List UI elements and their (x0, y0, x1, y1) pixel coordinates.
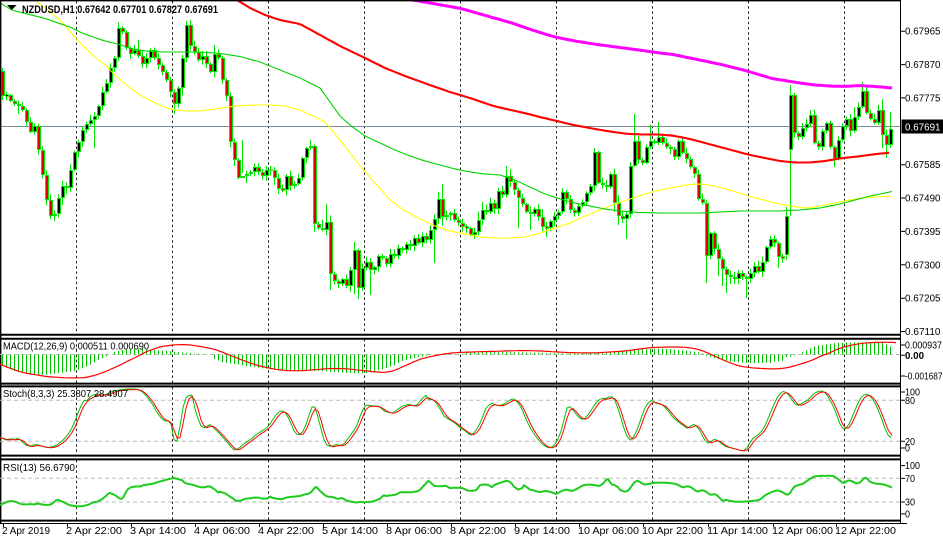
svg-text:0.000937: 0.000937 (905, 341, 942, 352)
svg-text:0.67870: 0.67870 (905, 60, 941, 71)
svg-text:3 Apr 14:00: 3 Apr 14:00 (130, 525, 186, 537)
svg-text:2 Apr 2019: 2 Apr 2019 (2, 525, 50, 537)
svg-text:0.67110: 0.67110 (905, 327, 941, 338)
svg-text:30: 30 (905, 498, 915, 509)
svg-text:8 Apr 22:00: 8 Apr 22:00 (450, 525, 506, 537)
svg-text:0: 0 (905, 509, 910, 520)
svg-text:0.67775: 0.67775 (905, 93, 941, 104)
svg-text:12 Apr 06:00: 12 Apr 06:00 (772, 525, 833, 537)
svg-text:4 Apr 22:00: 4 Apr 22:00 (258, 525, 314, 537)
svg-text:5 Apr 14:00: 5 Apr 14:00 (322, 525, 378, 537)
svg-text:Stoch(8,3,3) 25.3807 28.4907: Stoch(8,3,3) 25.3807 28.4907 (3, 388, 128, 400)
svg-text:10 Apr 22:00: 10 Apr 22:00 (642, 525, 703, 537)
svg-text:80: 80 (905, 396, 915, 407)
svg-text:20: 20 (905, 437, 915, 448)
svg-text:0.67490: 0.67490 (905, 194, 941, 205)
svg-text:0.00: 0.00 (905, 351, 924, 362)
svg-text:70: 70 (905, 474, 915, 485)
svg-text:11 Apr 14:00: 11 Apr 14:00 (707, 525, 768, 537)
svg-text:0.67585: 0.67585 (905, 160, 941, 171)
svg-text:-0.001687: -0.001687 (905, 372, 943, 383)
svg-text:0.67965: 0.67965 (905, 27, 941, 38)
svg-text:4 Apr 06:00: 4 Apr 06:00 (194, 525, 250, 537)
svg-text:0.67300: 0.67300 (905, 260, 941, 271)
svg-text:2 Apr 22:00: 2 Apr 22:00 (66, 525, 122, 537)
svg-text:100: 100 (905, 388, 920, 399)
svg-text:0: 0 (905, 443, 910, 454)
svg-text:8 Apr 06:00: 8 Apr 06:00 (386, 525, 442, 537)
svg-text:12 Apr 22:00: 12 Apr 22:00 (835, 525, 896, 537)
svg-text:0.67691: 0.67691 (905, 123, 941, 134)
svg-text:9 Apr 14:00: 9 Apr 14:00 (514, 525, 570, 537)
svg-text:0.67205: 0.67205 (905, 294, 941, 305)
svg-text:10 Apr 06:00: 10 Apr 06:00 (578, 525, 639, 537)
svg-text:NZDUSD,H1 0.67642 0.67701 0.67: NZDUSD,H1 0.67642 0.67701 0.67827 0.6769… (22, 4, 218, 16)
svg-text:0.67395: 0.67395 (905, 227, 941, 238)
svg-text:100: 100 (905, 461, 920, 472)
svg-text:RSI(13) 56.6790: RSI(13) 56.6790 (3, 462, 75, 474)
svg-text:MACD(12,26,9) 0.000511 0.00069: MACD(12,26,9) 0.000511 0.000690 (3, 341, 149, 353)
